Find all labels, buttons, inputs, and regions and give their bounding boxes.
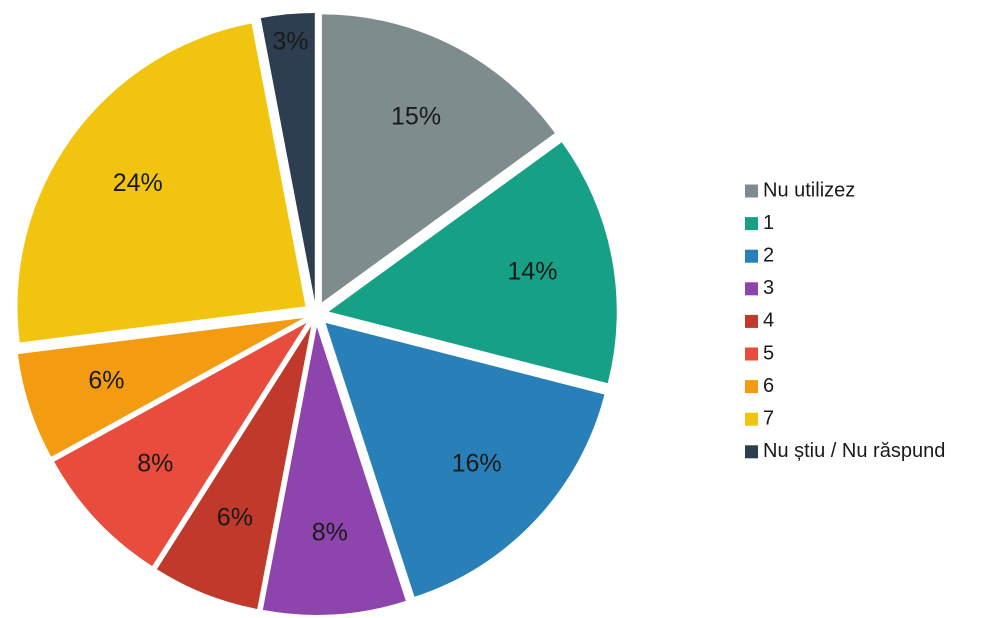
- slice-label: 6%: [217, 503, 253, 531]
- pie-slice: [17, 318, 304, 457]
- slice-label: 14%: [507, 257, 557, 285]
- legend-swatch: [745, 217, 758, 231]
- legend-label: Nu știu / Nu răspund: [763, 440, 945, 462]
- legend-swatch: [745, 314, 758, 328]
- legend-label: 3: [763, 277, 774, 299]
- legend-swatch: [745, 380, 758, 394]
- legend-label: 5: [763, 342, 774, 364]
- legend-swatch: [745, 347, 758, 361]
- slice-label: 3%: [272, 28, 308, 56]
- pie-slice: [54, 322, 307, 567]
- pie-slice: [321, 14, 555, 303]
- legend-swatch: [745, 184, 758, 198]
- legend-label: 7: [763, 407, 774, 429]
- slice-label: 16%: [452, 449, 502, 477]
- legend-label: 4: [763, 310, 774, 332]
- slice-label: 6%: [88, 367, 124, 395]
- pie-slice: [156, 326, 312, 609]
- pie-slice: [17, 23, 306, 343]
- legend-label: 1: [763, 212, 774, 234]
- slice-label: 15%: [391, 102, 441, 130]
- pie-slice: [325, 322, 605, 597]
- legend-label: Nu utilizez: [763, 179, 855, 201]
- legend-label: 6: [763, 375, 774, 397]
- pie-slice: [260, 13, 315, 302]
- slice-label: 8%: [137, 449, 173, 477]
- legend-swatch: [745, 249, 758, 263]
- pie-slice: [328, 142, 617, 384]
- pie-slice: [262, 326, 406, 615]
- legend-label: 2: [763, 244, 774, 266]
- slice-label: 24%: [113, 169, 163, 197]
- legend-swatch: [745, 445, 758, 459]
- slice-label: 8%: [312, 519, 348, 547]
- legend-swatch: [745, 412, 758, 426]
- legend-swatch: [745, 282, 758, 296]
